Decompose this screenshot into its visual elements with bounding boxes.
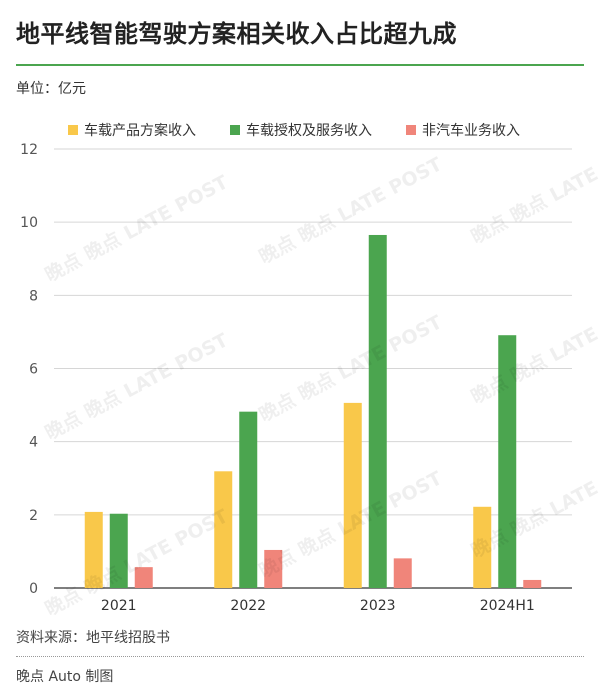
bar-2024h1-series-0 — [473, 506, 492, 588]
title-divider — [16, 64, 584, 66]
legend-label-license: 车载授权及服务收入 — [246, 123, 372, 139]
legend-item-non-auto: 非汽车业务收入 — [406, 120, 520, 140]
y-tick-label: 8 — [29, 288, 38, 304]
bar-2021-series-0 — [84, 511, 103, 588]
x-tick-label: 2022 — [230, 598, 266, 614]
credit-note: 晚点 Auto 制图 — [16, 669, 114, 685]
y-tick-label: 0 — [29, 581, 38, 597]
bar-2023-series-1 — [368, 234, 387, 589]
legend-swatch-non-auto — [406, 125, 416, 135]
bar-2023-series-0 — [343, 402, 362, 588]
legend-label-non-auto: 非汽车业务收入 — [422, 123, 520, 139]
bar-2024h1-series-2 — [523, 579, 542, 588]
legend: 车载产品方案收入 车载授权及服务收入 非汽车业务收入 — [68, 120, 554, 140]
bar-2022-series-1 — [239, 411, 258, 588]
x-tick-label: 2023 — [360, 598, 396, 614]
source-note: 资料来源：地平线招股书 — [16, 630, 170, 646]
legend-item-product: 车载产品方案收入 — [68, 120, 196, 140]
bar-2022-series-2 — [264, 549, 283, 588]
unit-label: 单位：亿元 — [16, 81, 86, 97]
y-tick-label: 10 — [20, 215, 38, 231]
legend-label-product: 车载产品方案收入 — [84, 123, 196, 139]
chart-title: 地平线智能驾驶方案相关收入占比超九成 — [16, 20, 457, 48]
legend-swatch-license — [230, 125, 240, 135]
legend-item-license: 车载授权及服务收入 — [230, 120, 372, 140]
x-tick-label: 2024H1 — [480, 598, 535, 614]
legend-swatch-product — [68, 125, 78, 135]
bar-2021-series-2 — [134, 567, 153, 588]
footer-divider — [16, 656, 584, 657]
bar-2024h1-series-1 — [498, 335, 517, 588]
bar-2022-series-0 — [214, 471, 233, 588]
bar-2023-series-2 — [393, 558, 412, 588]
y-tick-label: 2 — [29, 508, 38, 524]
y-tick-label: 4 — [29, 435, 38, 451]
x-tick-label: 2021 — [101, 598, 137, 614]
y-tick-label: 12 — [20, 142, 38, 158]
bar-2021-series-1 — [109, 513, 128, 588]
y-tick-label: 6 — [29, 362, 38, 378]
